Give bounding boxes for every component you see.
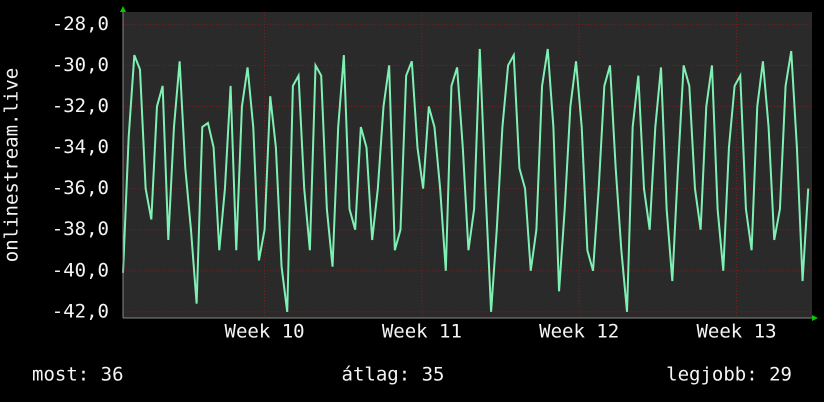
y-tick-label: -36,0 <box>52 177 109 199</box>
x-tick-label: Week 12 <box>539 321 619 343</box>
x-tick-label: Week 10 <box>225 321 305 343</box>
stat-average: átlag: 35 <box>342 364 445 386</box>
y-tick-label: -30,0 <box>52 54 109 76</box>
x-tick-label: Week 13 <box>696 321 776 343</box>
axis-arrow <box>120 6 126 12</box>
y-tick-label: -40,0 <box>52 259 109 281</box>
plot-area <box>123 12 812 318</box>
x-tick-label: Week 11 <box>382 321 462 343</box>
y-tick-label: -38,0 <box>52 218 109 240</box>
stat-max: legjobb: 29 <box>666 364 792 386</box>
y-axis-label: onlinestream.live <box>1 68 23 262</box>
data-line <box>122 48 810 312</box>
y-tick-label: -42,0 <box>52 300 109 322</box>
y-tick-label: -32,0 <box>52 95 109 117</box>
axis-arrow <box>812 315 818 321</box>
y-tick-label: -34,0 <box>52 136 109 158</box>
stat-current: most: 36 <box>32 364 124 386</box>
y-tick-label: -28,0 <box>52 13 109 35</box>
